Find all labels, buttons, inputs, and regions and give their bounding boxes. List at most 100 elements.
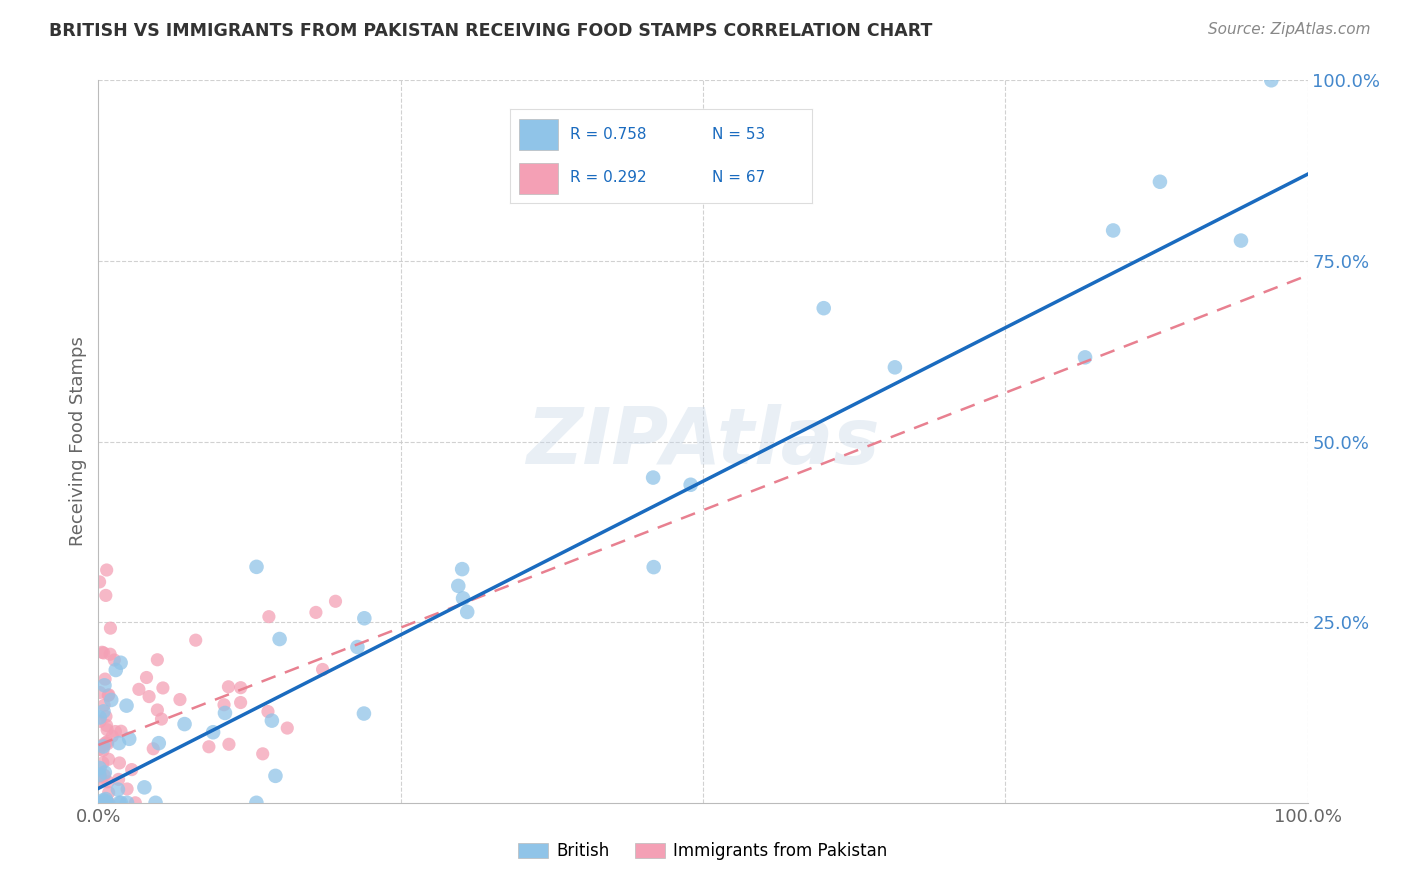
Point [94, 736, 117, 750]
Point [134, 780, 156, 795]
Point [146, 653, 169, 667]
Point [229, 681, 252, 695]
Point [90, 796, 112, 810]
Point [94, 672, 117, 686]
Point [96, 796, 118, 810]
Legend: British, Immigrants from Pakistan: British, Immigrants from Pakistan [512, 836, 894, 867]
Point [1074, 351, 1097, 365]
Point [96, 718, 118, 732]
Point [217, 680, 239, 694]
Point [97, 688, 120, 702]
Point [229, 696, 252, 710]
Point [269, 632, 291, 646]
Point [94, 765, 117, 780]
Point [173, 717, 195, 731]
Point [115, 782, 138, 797]
Point [103, 653, 125, 667]
Point [91, 739, 114, 754]
Point [138, 690, 160, 704]
Point [97, 737, 120, 751]
Point [104, 724, 127, 739]
Point [110, 724, 132, 739]
Point [94, 792, 117, 806]
Point [100, 693, 122, 707]
Point [94, 709, 117, 723]
Point [276, 721, 298, 735]
Point [346, 640, 368, 654]
Point [89, 685, 111, 699]
Point [97, 775, 120, 789]
Point [264, 769, 287, 783]
Point [212, 698, 235, 712]
Point [643, 470, 665, 484]
Point [257, 609, 280, 624]
Point [89, 761, 111, 775]
Point [643, 560, 665, 574]
Point [91, 645, 114, 659]
Point [107, 782, 129, 797]
Point [94, 796, 117, 810]
Point [94, 589, 117, 603]
Point [94, 796, 117, 810]
Point [108, 756, 131, 770]
Point [93, 796, 115, 810]
Point [108, 796, 131, 810]
Point [1149, 175, 1171, 189]
Point [96, 723, 118, 737]
Point [93, 768, 115, 782]
Point [89, 796, 111, 810]
Point [94, 796, 117, 810]
Point [456, 605, 478, 619]
Point [97, 786, 120, 800]
Point [135, 671, 157, 685]
Point [97, 752, 120, 766]
Point [91, 738, 114, 752]
Point [110, 796, 132, 810]
Point [145, 796, 167, 810]
Point [218, 737, 240, 751]
Point [121, 763, 143, 777]
Point [214, 706, 236, 720]
Point [100, 621, 122, 635]
Point [91, 756, 114, 770]
Point [118, 731, 141, 746]
Point [245, 796, 267, 810]
Point [93, 704, 115, 718]
Point [107, 772, 129, 787]
Point [93, 646, 115, 660]
Point [198, 739, 221, 754]
Point [115, 698, 138, 713]
Point [93, 678, 115, 692]
Point [91, 796, 114, 810]
Point [305, 606, 328, 620]
Point [101, 729, 124, 743]
Point [89, 769, 111, 783]
Point [89, 574, 111, 589]
Point [202, 725, 225, 739]
Point [94, 794, 117, 808]
Point [245, 559, 267, 574]
Point [89, 742, 111, 756]
Point [1102, 223, 1125, 237]
Point [257, 705, 280, 719]
Point [128, 682, 150, 697]
Point [311, 663, 333, 677]
Point [124, 796, 146, 810]
Point [142, 741, 165, 756]
Point [108, 736, 131, 750]
Point [89, 770, 111, 784]
Point [110, 656, 132, 670]
Point [97, 796, 120, 810]
Point [1230, 234, 1253, 248]
Point [353, 611, 375, 625]
Y-axis label: Receiving Food Stamps: Receiving Food Stamps [69, 336, 87, 547]
Text: ZIPAtlas: ZIPAtlas [526, 403, 880, 480]
Point [260, 714, 283, 728]
Point [252, 747, 274, 761]
Text: Source: ZipAtlas.com: Source: ZipAtlas.com [1208, 22, 1371, 37]
Point [150, 712, 173, 726]
Point [451, 591, 474, 606]
Point [89, 768, 111, 782]
Point [813, 301, 835, 315]
Point [90, 796, 112, 810]
